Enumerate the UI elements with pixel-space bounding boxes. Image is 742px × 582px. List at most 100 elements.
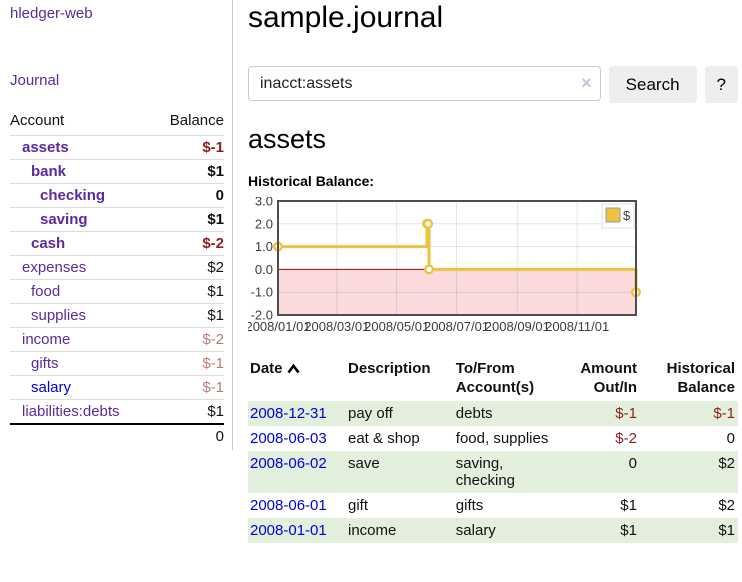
account-tree-table: Account Balance assets $-1 bank $1 checking 0… bbox=[10, 110, 224, 448]
search-input[interactable] bbox=[248, 66, 601, 101]
account-balance: $-1 bbox=[202, 355, 224, 372]
account-link[interactable]: salary bbox=[31, 379, 72, 396]
transaction-row: 2008-06-02 save saving, checking 0 $2 bbox=[248, 451, 738, 493]
svg-text:2008/05/01: 2008/05/01 bbox=[364, 319, 429, 334]
balance-column-header2: Historical Balance bbox=[666, 360, 735, 396]
account-row: salary $-1 bbox=[10, 375, 224, 400]
account-row: supplies $1 bbox=[10, 303, 224, 328]
account-balance: $-2 bbox=[202, 331, 224, 348]
account-row: income $-2 bbox=[10, 327, 224, 352]
transaction-row: 2008-01-01 income salary $1 $1 bbox=[248, 518, 738, 543]
search-box: × bbox=[248, 66, 601, 103]
svg-text:-2.0: -2.0 bbox=[251, 308, 273, 323]
clear-search-icon[interactable]: × bbox=[581, 73, 592, 93]
account-row: bank $1 bbox=[10, 159, 224, 184]
balance-column-header: Balance bbox=[169, 112, 224, 129]
chart-title: Historical Balance: bbox=[248, 173, 375, 189]
account-link[interactable]: gifts bbox=[31, 355, 59, 372]
transaction-accounts: food, supplies bbox=[455, 430, 549, 447]
transaction-accounts: debts bbox=[455, 405, 493, 422]
transaction-date-link[interactable]: 2008-12-31 bbox=[250, 405, 327, 422]
help-button[interactable]: ? bbox=[704, 66, 738, 103]
transaction-row: 2008-06-03 eat & shop food, supplies $-2 0 bbox=[248, 426, 738, 451]
search-button[interactable]: Search bbox=[608, 66, 697, 103]
account-balance: $-1 bbox=[202, 379, 224, 396]
account-row: gifts $-1 bbox=[10, 351, 224, 376]
register-header-row: Date Description To/From Account(s) Amou… bbox=[248, 357, 738, 401]
svg-text:2008/01/01: 2008/01/01 bbox=[248, 319, 311, 334]
transaction-accounts: gifts bbox=[455, 497, 484, 514]
account-link[interactable]: cash bbox=[31, 235, 66, 252]
transaction-balance: 0 bbox=[726, 430, 735, 447]
account-row: saving $1 bbox=[10, 207, 224, 232]
search-form: × Search ? bbox=[248, 66, 738, 103]
brand-link[interactable]: hledger-web bbox=[10, 5, 93, 22]
account-balance: $1 bbox=[207, 403, 224, 420]
transaction-date-link[interactable]: 2008-06-02 bbox=[250, 455, 327, 472]
transaction-row: 2008-12-31 pay off debts $-1 $-1 bbox=[248, 401, 738, 426]
transaction-description: save bbox=[348, 455, 380, 472]
transaction-balance: $1 bbox=[718, 522, 735, 539]
transaction-date-link[interactable]: 2008-01-01 bbox=[250, 522, 327, 539]
account-link[interactable]: food bbox=[31, 283, 61, 300]
account-balance: 0 bbox=[215, 187, 224, 204]
transaction-date-link[interactable]: 2008-06-01 bbox=[250, 497, 327, 514]
sidebar: hledger-web Journal Account Balance asse… bbox=[0, 0, 233, 450]
account-row: assets $-1 bbox=[10, 135, 224, 160]
accounts-column-header: To/From Account(s) bbox=[455, 360, 535, 396]
transaction-amount: $1 bbox=[620, 522, 637, 539]
account-row: food $1 bbox=[10, 279, 224, 304]
account-row: checking 0 bbox=[10, 183, 224, 208]
account-link[interactable]: income bbox=[22, 331, 71, 348]
transaction-amount: $-2 bbox=[615, 430, 637, 447]
account-balance: $2 bbox=[207, 259, 224, 276]
account-link[interactable]: checking bbox=[40, 187, 106, 204]
date-column-header[interactable]: Date bbox=[248, 357, 346, 401]
account-link[interactable]: expenses bbox=[22, 259, 87, 276]
account-link[interactable]: saving bbox=[40, 211, 88, 228]
account-tree-total-row: 0 bbox=[10, 424, 224, 448]
transaction-amount: $1 bbox=[620, 497, 637, 514]
transaction-balance: $2 bbox=[718, 497, 735, 514]
transaction-accounts: saving, checking bbox=[455, 455, 515, 489]
account-balance: $-2 bbox=[202, 235, 224, 252]
transaction-description: income bbox=[348, 522, 397, 539]
account-balance: $1 bbox=[207, 211, 224, 228]
account-row: expenses $2 bbox=[10, 255, 224, 280]
description-column-header: Description bbox=[348, 360, 431, 377]
svg-text:2008/07/01: 2008/07/01 bbox=[424, 319, 489, 334]
svg-text:-1.0: -1.0 bbox=[251, 285, 273, 300]
svg-text:$: $ bbox=[623, 208, 631, 223]
svg-text:0.0: 0.0 bbox=[255, 262, 273, 277]
page-title: sample.journal bbox=[248, 1, 444, 34]
sidebar-nav: Journal bbox=[10, 72, 224, 89]
transaction-amount: 0 bbox=[628, 455, 637, 472]
account-link[interactable]: supplies bbox=[31, 307, 87, 324]
account-balance: $-1 bbox=[202, 139, 224, 156]
amount-column-header: Amount Out/In bbox=[580, 360, 637, 396]
account-link[interactable]: bank bbox=[31, 163, 67, 180]
account-row: liabilities:debts $1 bbox=[10, 399, 224, 425]
chart-svg: $3.0 2.0 1.0 0.0 -1.0 -2.02008/01/012008/03/0… bbox=[245, 194, 642, 334]
account-link[interactable]: liabilities:debts bbox=[22, 403, 120, 420]
total-label-cell bbox=[10, 424, 153, 448]
svg-text:2008/09/01: 2008/09/01 bbox=[485, 319, 550, 334]
register-table: Date Description To/From Account(s) Amou… bbox=[248, 357, 738, 543]
transaction-description: pay off bbox=[348, 405, 393, 422]
account-row: cash $-2 bbox=[10, 231, 224, 256]
account-balance: $1 bbox=[207, 307, 224, 324]
transaction-balance: $2 bbox=[718, 455, 735, 472]
account-balance: $1 bbox=[207, 283, 224, 300]
transaction-accounts: salary bbox=[455, 522, 496, 539]
svg-text:1.0: 1.0 bbox=[255, 239, 273, 254]
transaction-amount: $-1 bbox=[615, 405, 637, 422]
account-column-header: Account bbox=[10, 112, 65, 129]
sidebar-item-journal[interactable]: Journal bbox=[10, 72, 60, 89]
svg-text:2008/11/01: 2008/11/01 bbox=[545, 319, 609, 334]
transaction-date-link[interactable]: 2008-06-03 bbox=[250, 430, 327, 447]
total-balance: 0 bbox=[215, 428, 224, 445]
account-link[interactable]: assets bbox=[22, 139, 69, 156]
transaction-balance: $-1 bbox=[713, 405, 735, 422]
historical-balance-chart: $3.0 2.0 1.0 0.0 -1.0 -2.0 2008/01/01 2008/03/0… bbox=[245, 194, 738, 341]
main-content: sample.journal × Search ? assets Histori… bbox=[233, 0, 742, 543]
